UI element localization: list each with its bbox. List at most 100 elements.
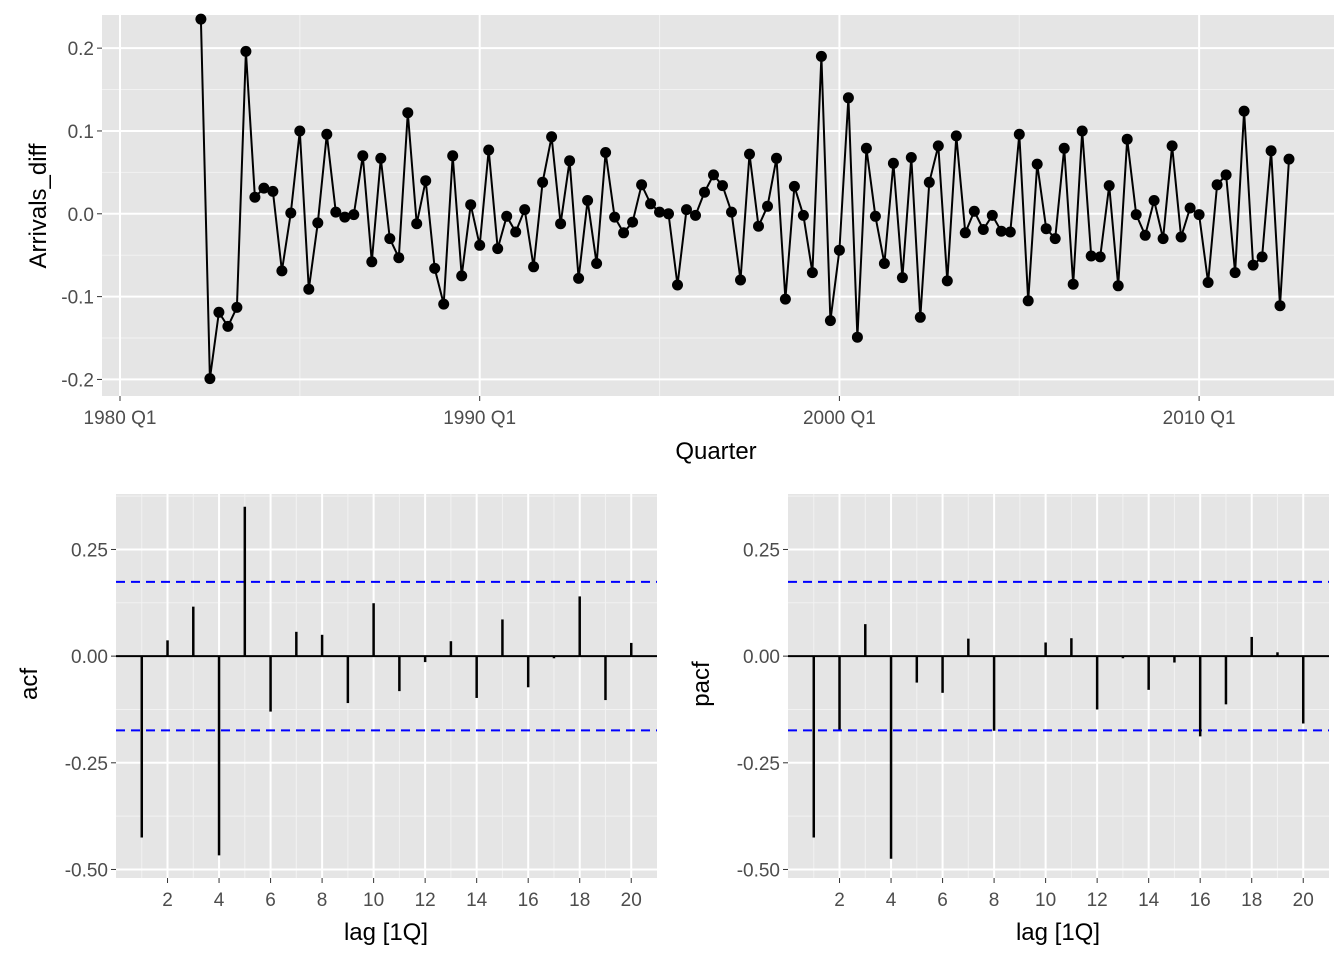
ts-data-point: [1095, 251, 1106, 262]
pacf-y-axis-title: pacf: [688, 661, 715, 707]
pacf-xtick-label: 18: [1241, 890, 1262, 911]
ts-data-point: [861, 143, 872, 154]
ts-data-point: [321, 129, 332, 140]
ts-data-point: [402, 107, 413, 118]
ts-data-point: [933, 140, 944, 151]
ts-data-point: [1275, 300, 1286, 311]
ts-data-point: [1140, 230, 1151, 241]
ts-data-point: [1149, 195, 1160, 206]
ts-data-point: [357, 150, 368, 161]
ts-data-point: [1104, 180, 1115, 191]
ts-data-point: [222, 321, 233, 332]
ts-data-point: [915, 312, 926, 323]
ts-data-point: [1230, 267, 1241, 278]
ts-data-point: [195, 14, 206, 25]
ts-data-point: [600, 147, 611, 158]
ts-data-point: [1221, 169, 1232, 180]
ts-data-point: [537, 177, 548, 188]
ts-data-point: [231, 302, 242, 313]
ts-data-point: [924, 177, 935, 188]
ts-data-point: [411, 218, 422, 229]
ts-data-point: [609, 212, 620, 223]
ts-ytick-label: -0.1: [61, 288, 94, 309]
ts-data-point: [1032, 159, 1043, 170]
ts-ytick-label: 0.1: [68, 122, 94, 143]
ts-data-point: [1176, 232, 1187, 243]
ts-data-point: [519, 204, 530, 215]
ts-data-point: [978, 224, 989, 235]
acf-xtick-label: 4: [214, 890, 225, 911]
ts-data-point: [1266, 145, 1277, 156]
pacf-panel: [788, 494, 1329, 878]
ts-data-point: [888, 158, 899, 169]
ts-data-point: [1122, 134, 1133, 145]
pacf-xtick-label: 12: [1087, 890, 1108, 911]
ts-data-point: [663, 208, 674, 219]
ts-data-point: [618, 227, 629, 238]
timeseries-panel: [102, 15, 1334, 396]
ts-data-point: [1059, 143, 1070, 154]
ts-data-point: [1014, 129, 1025, 140]
ts-data-point: [951, 130, 962, 141]
pacf-x-axis-title: lag [1Q]: [1016, 919, 1100, 946]
ts-data-point: [213, 307, 224, 318]
ts-data-point: [879, 258, 890, 269]
ts-xtick-label: 1990 Q1: [443, 408, 516, 429]
ts-data-point: [690, 210, 701, 221]
ts-ytick-label: 0.2: [68, 39, 94, 60]
ts-data-point: [312, 217, 323, 228]
ts-xtick-label: 2010 Q1: [1163, 408, 1236, 429]
acf-xtick-label: 10: [363, 890, 384, 911]
acf-y-axis-title: acf: [16, 668, 43, 700]
ts-data-point: [852, 332, 863, 343]
ts-data-point: [1212, 179, 1223, 190]
ts-xtick-label: 2000 Q1: [803, 408, 876, 429]
ts-data-point: [366, 256, 377, 267]
ts-ytick-label: -0.2: [61, 370, 94, 391]
ts-data-point: [1257, 251, 1268, 262]
ts-data-point: [717, 180, 728, 191]
ts-data-point: [510, 227, 521, 238]
ts-data-point: [438, 299, 449, 310]
acf-xtick-label: 8: [317, 890, 328, 911]
ts-data-point: [1203, 277, 1214, 288]
pacf-xtick-label: 6: [937, 890, 948, 911]
pacf-ytick-label: -0.50: [737, 860, 780, 881]
ts-data-point: [906, 152, 917, 163]
ts-data-point: [870, 211, 881, 222]
ts-data-point: [582, 195, 593, 206]
ts-data-point: [267, 186, 278, 197]
ts-data-point: [1005, 227, 1016, 238]
pacf-xtick-label: 16: [1190, 890, 1211, 911]
ts-data-point: [285, 208, 296, 219]
ts-data-point: [1167, 140, 1178, 151]
ts-data-point: [276, 265, 287, 276]
ts-data-point: [555, 218, 566, 229]
acf-ytick-label: -0.50: [65, 860, 108, 881]
ts-data-point: [960, 227, 971, 238]
acf-xtick-label: 16: [518, 890, 539, 911]
ts-data-point: [375, 153, 386, 164]
ts-data-point: [987, 210, 998, 221]
ts-data-point: [807, 267, 818, 278]
ts-data-point: [780, 294, 791, 305]
ts-data-point: [1068, 279, 1079, 290]
acf-panel: [116, 494, 657, 878]
ts-data-point: [546, 131, 557, 142]
ts-data-point: [492, 243, 503, 254]
ts-data-point: [249, 192, 260, 203]
ts-data-point: [762, 201, 773, 212]
acf-xtick-label: 18: [569, 890, 590, 911]
acf-ytick-label: -0.25: [65, 754, 108, 775]
ts-data-point: [393, 252, 404, 263]
ts-data-point: [1077, 126, 1088, 137]
ts-data-point: [1284, 154, 1295, 165]
chart-canvas: -0.2 -0.1 0.0 0.1 0.2 1980 Q1 1990 Q1 20…: [0, 0, 1344, 960]
pacf-xtick-label: 2: [834, 890, 845, 911]
ts-data-point: [456, 270, 467, 281]
ts-data-point: [1239, 106, 1250, 117]
ts-data-point: [1113, 280, 1124, 291]
ts-data-point: [681, 204, 692, 215]
ts-data-point: [636, 179, 647, 190]
pacf-xtick-label: 10: [1035, 890, 1056, 911]
